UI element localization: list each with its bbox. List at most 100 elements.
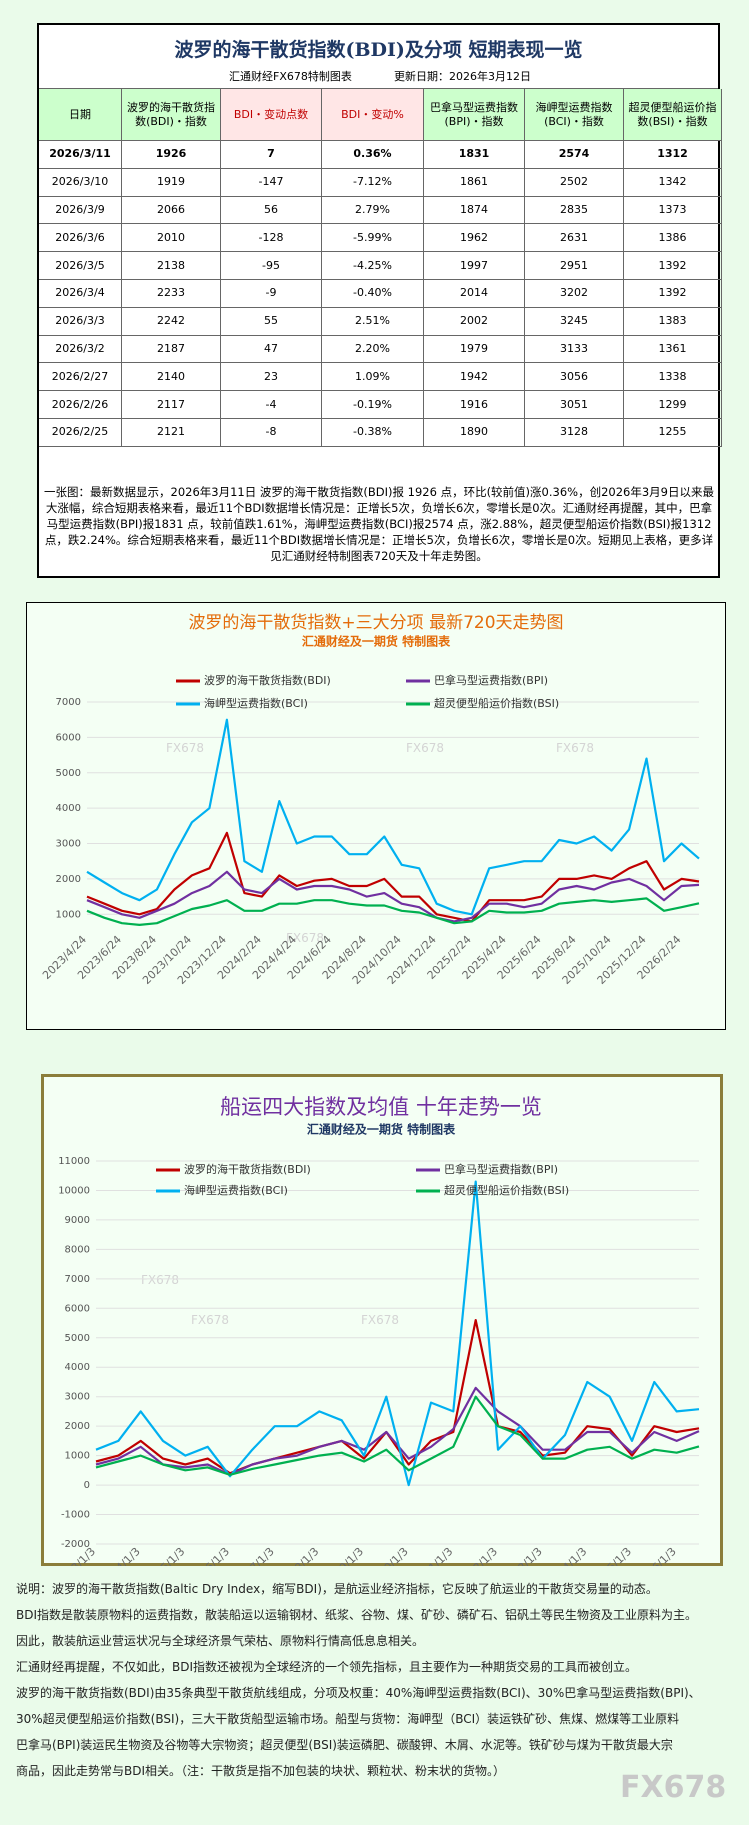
- table-cell: 2002: [424, 307, 525, 336]
- legend-label: 海岬型运费指数(BCI): [184, 1183, 288, 1197]
- y-tick-label: 2000: [56, 874, 81, 885]
- watermark: FX678: [286, 931, 324, 945]
- table-cell: -4: [221, 391, 322, 419]
- footer-line: BDI指数是散装原物料的运费指数，散装船运以运输钢材、纸浆、谷物、煤、矿砂、磷矿…: [16, 1608, 698, 1622]
- series-line: [86, 870, 700, 923]
- table-cell: 1338: [624, 363, 722, 392]
- table-cell: 1979: [424, 335, 525, 364]
- table-cell: 2835: [525, 196, 624, 225]
- y-tick-label: 7000: [56, 697, 81, 708]
- y-tick-label: 2000: [65, 1421, 90, 1432]
- table-cell: 1299: [624, 391, 722, 419]
- table-cell: 2026/3/3: [39, 307, 122, 336]
- table-cell: 1386: [624, 224, 722, 253]
- y-tick-label: 4000: [65, 1362, 90, 1373]
- y-tick-label: 9000: [65, 1215, 90, 1226]
- table-cell: 1942: [424, 363, 525, 392]
- y-tick-label: 8000: [65, 1244, 90, 1255]
- header-cell: 海岬型运费指数(BCI)・指数: [525, 89, 624, 141]
- table-cell: 3051: [525, 391, 624, 419]
- table-cell: -8: [221, 419, 322, 447]
- table-cell: 2026/2/26: [39, 391, 122, 419]
- table-cell: 2014: [424, 280, 525, 308]
- legend-label: 巴拿马型运费指数(BPI): [434, 673, 548, 687]
- chart-frame: [26, 602, 726, 1030]
- table-cell: 1392: [624, 280, 722, 308]
- table-cell: 2026/3/11: [39, 141, 122, 169]
- table-cell: 2.79%: [322, 196, 424, 225]
- header-cell: 巴拿马型运费指数(BPI)・指数: [424, 89, 525, 141]
- table-cell: 2026/2/25: [39, 419, 122, 447]
- table-cell: -95: [221, 252, 322, 280]
- watermark: FX678: [556, 741, 594, 755]
- legend-label: 巴拿马型运费指数(BPI): [444, 1162, 558, 1176]
- table-cell: 23: [221, 363, 322, 392]
- series-line: [86, 831, 700, 923]
- table-cell: 1919: [122, 168, 221, 197]
- table-cell: 2117: [122, 391, 221, 419]
- y-tick-label: 0: [84, 1480, 90, 1491]
- table-cell: 1312: [624, 141, 722, 169]
- table-cell: 2026/3/9: [39, 196, 122, 225]
- watermark: FX678: [406, 741, 444, 755]
- table-cell: 2951: [525, 252, 624, 280]
- y-tick-label: -1000: [61, 1510, 90, 1521]
- table-cell: 2026/2/27: [39, 363, 122, 392]
- y-tick-label: 5000: [65, 1333, 90, 1344]
- table-cell: 2010: [122, 224, 221, 253]
- watermark: FX678: [361, 1313, 399, 1327]
- footer-line: 因此，散装航运业营运状况与全球经济景气荣枯、原物料行情高低息息相关。: [16, 1634, 425, 1648]
- footer-line: 汇通财经再提醒，不仅如此，BDI指数还被视为全球经济的一个领先指标，且主要作为一…: [16, 1660, 638, 1674]
- table-cell: 2138: [122, 252, 221, 280]
- table-cell: 1997: [424, 252, 525, 280]
- y-tick-label: 5000: [56, 768, 81, 779]
- chart-subtitle: 汇通财经及一期货 特制图表: [307, 1122, 456, 1137]
- table-cell: 2242: [122, 307, 221, 336]
- table-subtitle: 汇通财经FX678特制图表: [229, 70, 352, 83]
- table-cell: 2574: [525, 141, 624, 169]
- y-tick-label: 4000: [56, 803, 81, 814]
- table-note: 一张图：最新数据显示，2026年3月11日 波罗的海干散货指数(BDI)报 19…: [44, 485, 714, 563]
- table-cell: 1874: [424, 196, 525, 225]
- table: 日期 波罗的海干散货指数(BDI)・指数 BDI・变动点数 BDI・变动% 巴拿马型运费…: [39, 88, 722, 449]
- y-tick-label: 10000: [58, 1185, 90, 1196]
- table-cell: 2.20%: [322, 335, 424, 364]
- table-cell: 7: [221, 141, 322, 169]
- chart-title: 波罗的海干散货指数+三大分项 最新720天走势图: [188, 613, 563, 633]
- y-tick-label: 1000: [65, 1451, 90, 1462]
- table-cell: 1392: [624, 252, 722, 280]
- table-cell: 2.51%: [322, 307, 424, 336]
- table-cell: 2140: [122, 363, 221, 392]
- y-tick-label: 6000: [56, 732, 81, 743]
- footer-line: 30%超灵便型船运价指数(BSI)，三大干散货船型运输市场。船型与货物：海岬型（…: [16, 1712, 680, 1726]
- table-cell: 47: [221, 335, 322, 364]
- table-cell: 2026/3/10: [39, 168, 122, 197]
- y-tick-label: 1000: [56, 909, 81, 920]
- series-line: [86, 897, 700, 926]
- footer-line: 说明：波罗的海干散货指数(Baltic Dry Index，缩写BDI)，是航运…: [16, 1582, 658, 1596]
- table-cell: 2502: [525, 168, 624, 197]
- legend-label: 波罗的海干散货指数(BDI): [204, 673, 331, 687]
- table-cell: 1861: [424, 168, 525, 197]
- legend-label: 海岬型运费指数(BCI): [204, 696, 308, 710]
- table-cell: 1962: [424, 224, 525, 253]
- header-cell: BDI・变动点数: [221, 89, 322, 141]
- y-tick-label: 6000: [65, 1303, 90, 1314]
- series-line: [86, 718, 700, 916]
- y-tick-label: 11000: [58, 1156, 90, 1167]
- table-cell: 3202: [525, 280, 624, 308]
- table-title: 波罗的海干散货指数(BDI)及分项 短期表现一览: [174, 39, 583, 61]
- table-cell: 1926: [122, 141, 221, 169]
- series-line: [95, 1319, 700, 1475]
- footer-line: 巴拿马(BPI)装运民生物资及谷物等大宗物资；超灵便型(BSI)装运磷肥、碳酸钾…: [16, 1738, 673, 1752]
- header-cell: 波罗的海干散货指数(BDI)・指数: [122, 89, 221, 141]
- table-cell: 55: [221, 307, 322, 336]
- table-cell: -5.99%: [322, 224, 424, 253]
- table-cell: 1342: [624, 168, 722, 197]
- legend-label: 波罗的海干散货指数(BDI): [184, 1162, 311, 1176]
- table-cell: 2121: [122, 419, 221, 447]
- header-cell: 日期: [39, 89, 122, 141]
